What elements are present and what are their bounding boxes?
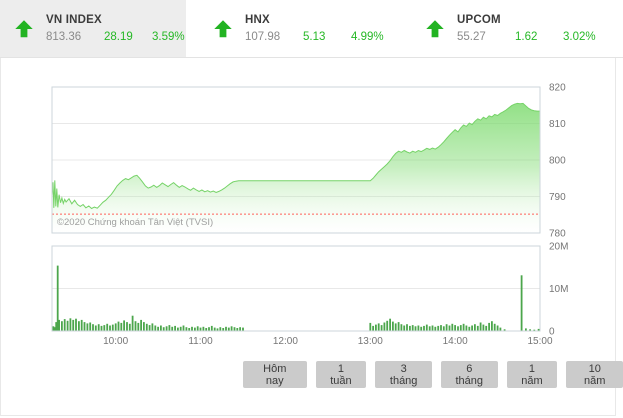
index-change-pct: 3.59% bbox=[152, 31, 185, 43]
range-button-10y[interactable]: 10 năm bbox=[566, 361, 623, 388]
index-change: 1.62 bbox=[515, 31, 538, 43]
up-arrow-icon bbox=[424, 18, 446, 40]
index-value: 55.27 bbox=[457, 31, 486, 43]
index-value: 107.98 bbox=[245, 31, 281, 43]
index-name: UPCOM bbox=[457, 14, 501, 26]
index-name: VN INDEX bbox=[46, 14, 102, 26]
index-tab-vnindex[interactable]: VN INDEX 813.36 28.19 3.59% bbox=[0, 0, 186, 57]
copyright-label: ©2020 Chứng khoán Tân Việt (TVSI) bbox=[57, 217, 214, 228]
range-button-3m[interactable]: 3 tháng bbox=[375, 361, 432, 388]
range-button-today[interactable]: Hôm nay bbox=[243, 361, 307, 388]
range-button-6m[interactable]: 6 tháng bbox=[440, 361, 498, 388]
range-button-1y[interactable]: 1 năm bbox=[506, 361, 558, 388]
index-value: 813.36 bbox=[46, 31, 82, 43]
up-arrow-icon bbox=[13, 18, 35, 40]
index-change-pct: 4.99% bbox=[351, 31, 384, 43]
index-change-pct: 3.02% bbox=[563, 31, 596, 43]
index-tab-upcom[interactable]: UPCOM 55.27 1.62 3.02% bbox=[424, 0, 596, 57]
header-divider bbox=[0, 57, 623, 58]
range-button-1w[interactable]: 1 tuần bbox=[315, 361, 367, 388]
index-name: HNX bbox=[245, 14, 270, 26]
up-arrow-icon bbox=[212, 18, 234, 40]
range-button-row: Hôm nay 1 tuần 3 tháng 6 tháng 1 năm 10 … bbox=[243, 361, 623, 388]
index-change: 28.19 bbox=[104, 31, 133, 43]
index-change: 5.13 bbox=[303, 31, 326, 43]
index-tab-hnx[interactable]: HNX 107.98 5.13 4.99% bbox=[212, 0, 384, 57]
